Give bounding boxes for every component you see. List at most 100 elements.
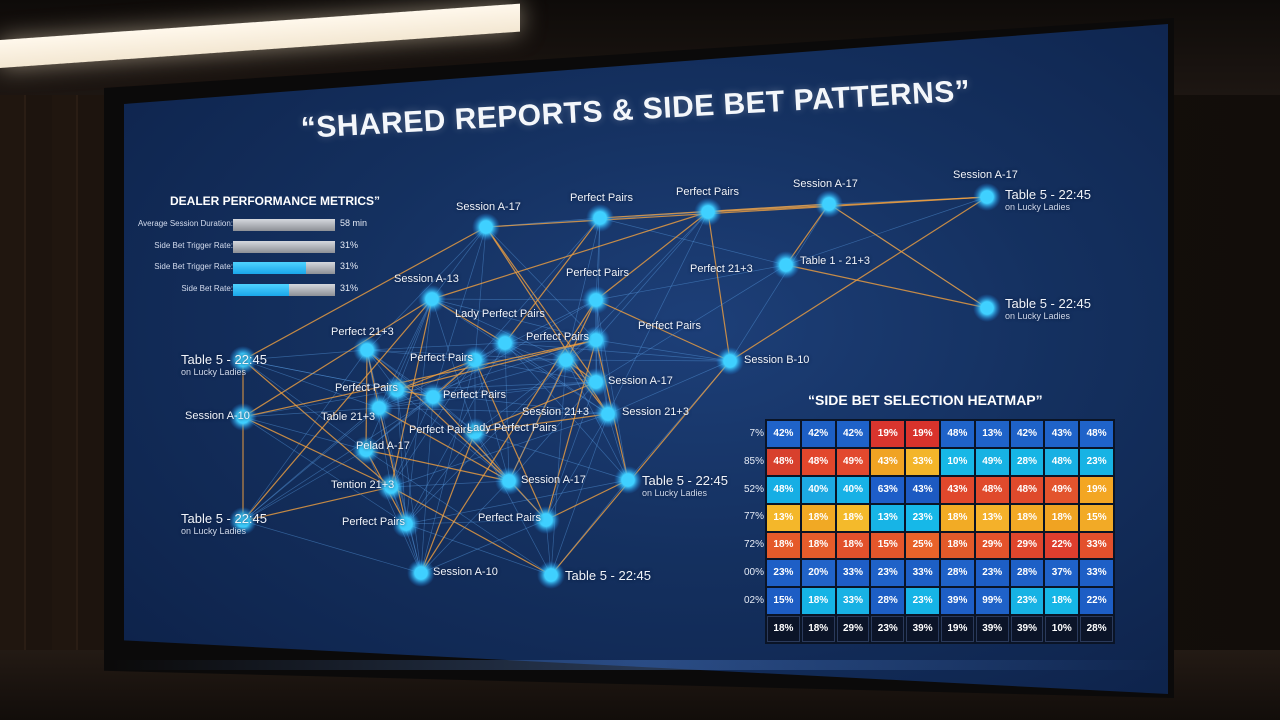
network-node[interactable] [360,444,372,456]
network-node[interactable] [469,426,481,438]
node-label: Table 1 - 21+3 [800,255,870,267]
node-label-text: Perfect Pairs [638,320,701,332]
heatmap-cell: 40% [836,476,870,503]
network-node[interactable] [981,302,993,314]
node-label: Session 21+3 [522,406,589,418]
edge-blue [565,359,731,362]
side-bet-heatmap: 42% 42% 42% 19% 19% 48% 13% 42% 43% 48% 48% 48% 49% 4… [765,419,1115,644]
edge-blue [599,217,787,266]
metrics-title: DEALER PERFORMANCE METRICS” [170,194,381,208]
node-label: Session A-13 [394,273,459,285]
network-node[interactable] [373,402,385,414]
network-node[interactable] [385,481,397,493]
heatmap-cell: 42% [767,421,800,447]
heatmap-cell-value: 39% [1016,623,1037,635]
heatmap-cell: 19% [906,421,939,447]
network-node[interactable] [480,221,492,233]
heatmap-cell-value: 39% [912,623,933,635]
node-label-text: Perfect 21+3 [331,326,394,338]
heatmap-cell: 20% [801,560,835,587]
heatmap-cell: 39% [906,616,939,642]
node-label: Session A-17 [456,201,521,213]
edge-blue [242,359,380,409]
network-node[interactable] [469,354,481,366]
network-node[interactable] [540,514,552,526]
network-node[interactable] [724,355,736,367]
node-label-text: Session 21+3 [522,406,589,418]
node-label: Session A-17 [953,169,1018,181]
network-node[interactable] [545,569,557,581]
network-node[interactable] [590,334,602,346]
heatmap-cell-value: 48% [982,483,1003,495]
edge-blue [729,203,830,362]
network-node[interactable] [415,567,427,579]
heatmap-title: “SIDE BET SELECTION HEATMAP” [808,392,1043,408]
network-node[interactable] [361,344,373,356]
network-node[interactable] [499,337,511,349]
node-label: Session A-17 [608,375,673,387]
edge-blue [420,396,434,574]
edge-blue [432,359,567,398]
heatmap-cell: 13% [871,504,905,531]
edge-blue [366,349,476,361]
heatmap-cell-value: 29% [982,539,1003,551]
network-node[interactable] [594,212,606,224]
network-node[interactable] [702,206,714,218]
network-node[interactable] [823,198,835,210]
heatmap-cell-value: 33% [842,595,863,607]
network-node[interactable] [622,474,634,486]
heatmap-cell-value: 18% [808,511,829,523]
network-node[interactable] [981,191,993,203]
metric-row: Average Session Duration: 58 min [138,218,380,232]
heatmap-cell-value: 18% [773,539,794,551]
edge-orange [545,339,597,521]
edge-blue [242,359,398,391]
heatmap-cell: 39% [975,616,1009,642]
heatmap-cell-value: 18% [808,539,829,551]
edge-orange [785,264,988,309]
network-node[interactable] [590,294,602,306]
heatmap-cell: 22% [1045,532,1079,559]
node-label: Table 5 - 22:45 on Lucky Ladies [1005,187,1091,212]
heatmap-cell-value: 18% [808,595,829,607]
network-node[interactable] [780,259,792,271]
metric-bar [233,262,335,274]
node-label-text: Perfect Pairs [443,389,506,401]
network-node[interactable] [426,293,438,305]
network-node[interactable] [590,376,602,388]
node-label: Table 5 - 22:45 on Lucky Ladies [1005,296,1091,321]
network-node[interactable] [237,515,249,527]
heatmap-cell: 23% [871,560,905,587]
heatmap-cell: 18% [801,616,835,642]
edge-blue [595,299,609,415]
metric-fill [233,284,290,296]
edge-blue [504,339,597,344]
heatmap-cell-value: 19% [912,427,933,439]
network-node[interactable] [560,354,572,366]
heatmap-cell: 13% [767,504,800,531]
edge-blue [432,226,487,398]
heatmap-cell-value: 23% [982,567,1003,579]
heatmap-cell-value: 43% [947,483,968,495]
network-node[interactable] [503,475,515,487]
heatmap-cell: 43% [1045,421,1079,447]
edge-blue [432,381,597,398]
network-node[interactable] [237,354,249,366]
edge-blue [550,413,609,576]
node-sublabel: on Lucky Ladies [181,526,247,536]
edge-blue [396,389,407,525]
edge-blue [242,449,367,522]
heatmap-row-label: 72% [743,539,764,551]
network-node[interactable] [237,411,249,423]
edge-blue [242,349,368,522]
network-node[interactable] [602,408,614,420]
node-label-text: Table 5 - 22:45 [181,511,268,526]
heatmap-cell-value: 28% [947,567,968,579]
edge-orange [242,486,392,522]
network-node[interactable] [391,384,403,396]
edge-blue [242,416,407,525]
edge-orange [474,381,597,433]
network-node[interactable] [427,391,439,403]
network-node[interactable] [400,518,412,530]
